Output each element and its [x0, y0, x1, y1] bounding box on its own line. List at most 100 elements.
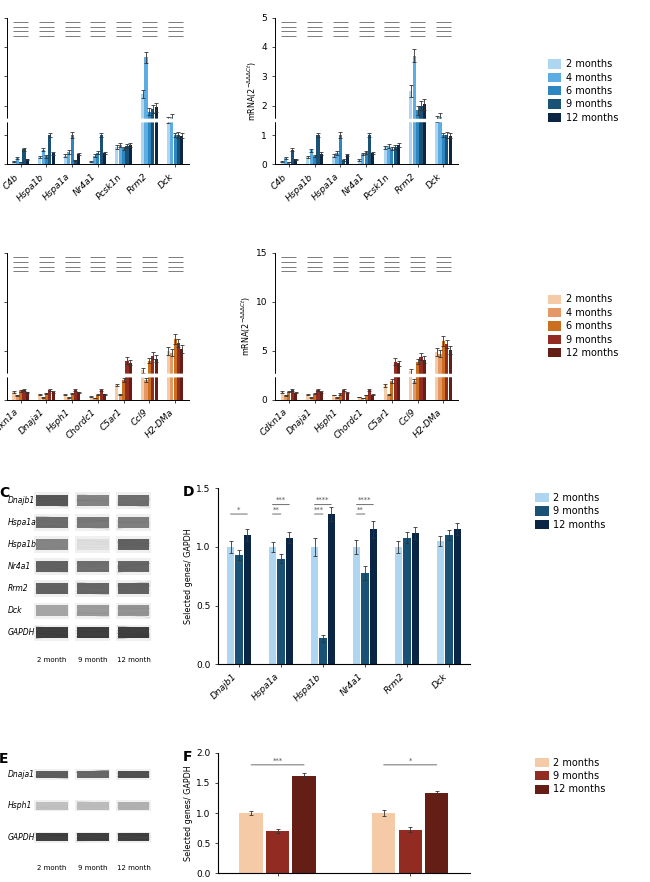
Bar	[368, 135, 371, 164]
Bar	[358, 397, 361, 400]
Bar	[118, 605, 150, 616]
Bar	[23, 149, 25, 164]
Bar	[387, 146, 390, 164]
Bar	[118, 517, 150, 528]
Bar	[77, 771, 109, 778]
Bar	[36, 771, 68, 778]
Text: ****: ****	[316, 497, 330, 503]
Bar	[239, 813, 263, 873]
Bar	[19, 162, 22, 164]
Legend: 2 months, 4 months, 6 months, 9 months, 12 months: 2 months, 4 months, 6 months, 9 months, …	[548, 59, 619, 123]
Text: *: *	[408, 758, 412, 764]
Bar	[281, 392, 284, 400]
Bar	[103, 153, 106, 164]
Bar	[77, 539, 109, 550]
Bar	[317, 390, 320, 400]
Bar	[416, 362, 419, 400]
Bar	[67, 397, 70, 400]
Bar	[328, 514, 335, 664]
Text: 2 month: 2 month	[37, 864, 66, 871]
Bar	[170, 117, 174, 164]
Bar	[413, 56, 416, 164]
Bar	[410, 91, 413, 164]
Bar	[294, 159, 297, 164]
Text: 2 month: 2 month	[37, 656, 66, 662]
Bar	[346, 154, 348, 164]
Bar	[277, 558, 285, 664]
Bar	[75, 769, 110, 780]
Bar	[368, 390, 371, 400]
Bar	[34, 514, 70, 531]
Bar	[384, 385, 387, 400]
Bar	[36, 627, 68, 638]
Bar	[439, 354, 441, 400]
Bar	[64, 395, 67, 400]
Bar	[116, 146, 118, 164]
Bar	[151, 355, 154, 400]
Bar	[319, 639, 326, 664]
Bar	[71, 135, 73, 164]
Bar	[437, 541, 444, 664]
Bar	[342, 390, 345, 400]
Bar	[281, 161, 284, 164]
Bar	[335, 398, 339, 400]
Bar	[435, 352, 438, 400]
Bar	[77, 561, 109, 572]
Bar	[122, 380, 125, 400]
Bar	[167, 351, 170, 400]
Text: Dnajb1: Dnajb1	[8, 496, 35, 505]
Bar	[148, 112, 151, 164]
Bar	[284, 395, 287, 400]
Text: **: **	[358, 506, 364, 512]
Bar	[454, 529, 461, 664]
Bar	[77, 627, 109, 638]
Bar	[346, 392, 348, 400]
Bar	[244, 535, 251, 664]
Bar	[167, 120, 170, 164]
Y-axis label: Selected genes/ GAPDH: Selected genes/ GAPDH	[184, 766, 193, 861]
Bar	[384, 147, 387, 164]
Bar	[361, 398, 364, 400]
Text: Hspa1b: Hspa1b	[8, 540, 37, 549]
Bar	[370, 529, 377, 664]
Bar	[48, 390, 51, 400]
Bar	[310, 398, 313, 400]
Text: GAPDH: GAPDH	[8, 833, 35, 841]
Bar	[34, 800, 70, 811]
Text: 12 month: 12 month	[116, 864, 150, 871]
Bar	[96, 153, 99, 164]
Bar	[75, 492, 110, 509]
Bar	[75, 514, 110, 531]
Legend: 2 months, 9 months, 12 months: 2 months, 9 months, 12 months	[535, 493, 606, 530]
Bar	[16, 395, 19, 400]
Bar	[411, 533, 419, 664]
Bar	[125, 361, 129, 400]
Text: ***: ***	[272, 758, 283, 764]
Bar	[266, 831, 289, 873]
Bar	[116, 769, 151, 780]
Text: 9 month: 9 month	[78, 864, 107, 871]
Bar	[371, 153, 374, 164]
Bar	[394, 362, 396, 400]
Bar	[51, 153, 55, 164]
Bar	[365, 152, 368, 164]
Text: Hspa1a: Hspa1a	[8, 518, 37, 527]
Bar	[285, 537, 293, 664]
Bar	[125, 146, 129, 164]
Legend: 2 months, 4 months, 6 months, 9 months, 12 months: 2 months, 4 months, 6 months, 9 months, …	[548, 295, 619, 358]
Text: ***: ***	[314, 506, 324, 512]
Text: Dck: Dck	[8, 606, 23, 615]
Bar	[155, 359, 157, 400]
Bar	[317, 135, 320, 164]
Bar	[45, 156, 48, 164]
Bar	[77, 802, 109, 810]
Bar	[93, 398, 96, 400]
Text: E: E	[0, 751, 8, 766]
Bar	[75, 800, 110, 811]
Bar	[118, 771, 150, 778]
Bar	[122, 148, 125, 164]
Bar	[75, 580, 110, 597]
Bar	[129, 363, 132, 400]
Bar	[36, 539, 68, 550]
Bar	[361, 572, 369, 664]
